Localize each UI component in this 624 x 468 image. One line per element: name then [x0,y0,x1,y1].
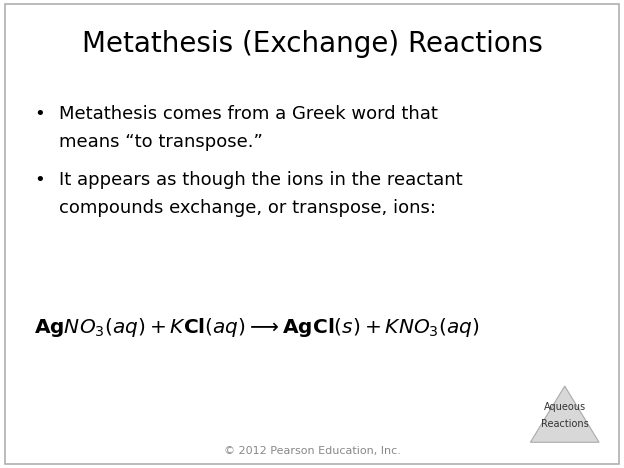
Text: Reactions: Reactions [541,418,588,429]
Text: © 2012 Pearson Education, Inc.: © 2012 Pearson Education, Inc. [223,446,401,456]
Polygon shape [530,386,599,442]
Text: Aqueous: Aqueous [544,402,586,412]
Text: means “to transpose.”: means “to transpose.” [59,133,263,151]
Text: $\mathbf{Ag}NO_3(\mathit{aq}) + K\mathbf{Cl}(\mathit{aq})\longrightarrow \mathbf: $\mathbf{Ag}NO_3(\mathit{aq}) + K\mathbf… [34,316,480,339]
Text: Metathesis comes from a Greek word that: Metathesis comes from a Greek word that [59,105,438,123]
Text: Metathesis (Exchange) Reactions: Metathesis (Exchange) Reactions [82,30,542,58]
Text: compounds exchange, or transpose, ions:: compounds exchange, or transpose, ions: [59,199,436,217]
Text: •: • [34,105,45,123]
Text: •: • [34,171,45,189]
Text: It appears as though the ions in the reactant: It appears as though the ions in the rea… [59,171,463,189]
